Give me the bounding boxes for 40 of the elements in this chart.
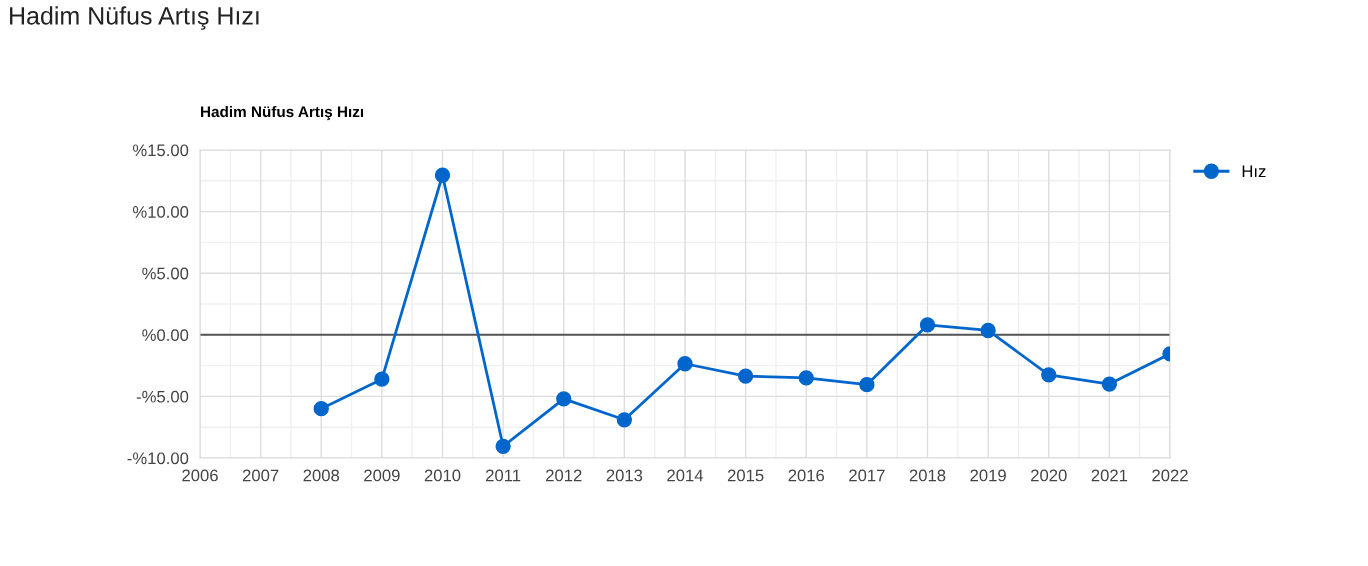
x-tick-label: 2007 bbox=[242, 469, 279, 482]
point bbox=[677, 356, 693, 372]
point bbox=[374, 371, 390, 387]
point bbox=[434, 167, 451, 183]
x-tick-label: 2010 bbox=[424, 469, 461, 482]
x-tick-label: 2020 bbox=[1031, 469, 1067, 482]
chart-subtitle: Hadim Nüfus Artış Hızı bbox=[201, 105, 364, 121]
point bbox=[1041, 367, 1057, 383]
point bbox=[1101, 376, 1118, 392]
x-tick-label: 2011 bbox=[486, 469, 521, 482]
y-tick-label: -%5.00 bbox=[136, 390, 189, 403]
x-tick-label: 2006 bbox=[182, 469, 218, 482]
x-tick-label: 2021 bbox=[1091, 469, 1128, 482]
x-tick-label: 2014 bbox=[667, 469, 704, 482]
x-tick-label: 2015 bbox=[727, 469, 764, 482]
y-tick-label: %5.00 bbox=[142, 267, 189, 280]
point bbox=[495, 438, 511, 454]
point bbox=[798, 370, 814, 386]
x-tick-label: 2018 bbox=[909, 469, 946, 482]
legend-label: Hız bbox=[1242, 165, 1266, 178]
point bbox=[980, 322, 996, 339]
point bbox=[313, 401, 329, 417]
x-tick-label: 2012 bbox=[546, 469, 582, 482]
x-tick-label: 2009 bbox=[364, 469, 400, 482]
y-tick-label: -%10.00 bbox=[127, 452, 189, 465]
x-tick-label: 2008 bbox=[303, 469, 340, 482]
point bbox=[556, 391, 572, 407]
point bbox=[859, 377, 875, 393]
y-tick-label: %0.00 bbox=[142, 329, 189, 341]
x-tick-label: 2022 bbox=[1152, 469, 1188, 482]
chart-title: Hadim Nüfus Artış Hızı bbox=[10, 6, 259, 30]
x-tick-label: 2019 bbox=[970, 469, 1006, 482]
point bbox=[737, 368, 754, 384]
x-tick-label: 2017 bbox=[849, 469, 885, 482]
x-tick-label: 2016 bbox=[788, 469, 825, 482]
point bbox=[919, 317, 936, 333]
point bbox=[616, 412, 633, 428]
y-tick-label: %10.00 bbox=[132, 206, 189, 218]
x-tick-label: 2013 bbox=[606, 469, 643, 482]
y-tick-label: %15.00 bbox=[132, 144, 189, 157]
